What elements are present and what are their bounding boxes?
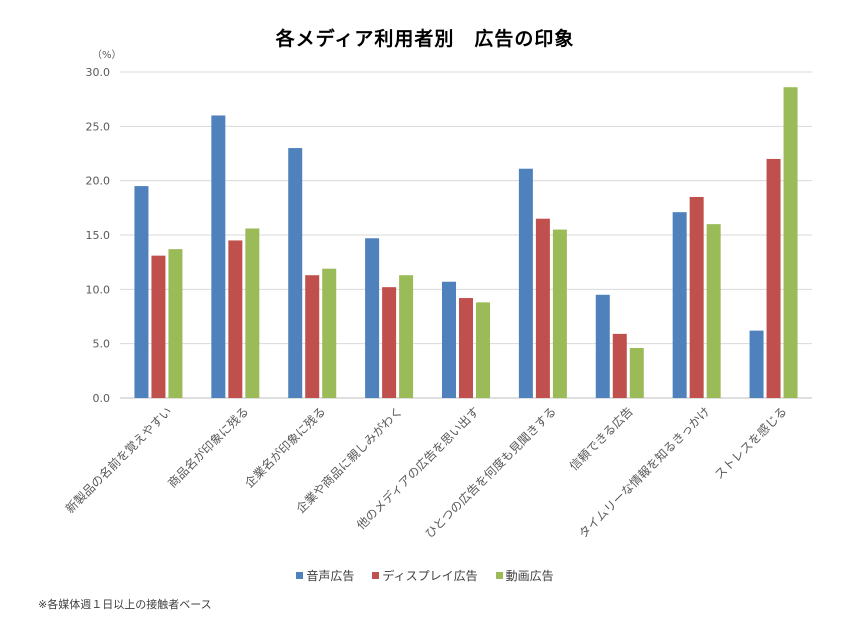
legend-swatch-audio (296, 572, 304, 579)
x-tick-label: 信頼できる広告 (567, 404, 636, 473)
x-axis-ticks: 新製品の名前を覚えやすい商品名が印象に残る企業名が印象に残る企業や商品に親しみが… (62, 404, 790, 541)
y-tick-label: 25.0 (86, 120, 111, 133)
y-axis-unit-label: （%） (92, 49, 122, 61)
bar (305, 275, 320, 398)
legend-item-display: ディスプレイ広告 (372, 567, 478, 584)
bar (288, 148, 303, 398)
x-tick-label: ひとつの広告を何度も見聞きする (422, 404, 559, 541)
legend-label-audio: 音声広告 (306, 569, 355, 583)
bar (518, 168, 533, 398)
chart-title: 各メディア利用者別 広告の印象 (275, 28, 575, 50)
bar (151, 255, 166, 398)
x-tick-label: 商品名が印象に残る (164, 404, 251, 491)
bar (134, 186, 149, 398)
legend: 音声広告 ディスプレイ広告 動画広告 (0, 567, 850, 584)
y-tick-label: 15.0 (86, 229, 111, 242)
bar (535, 218, 550, 398)
y-tick-label: 20.0 (86, 175, 111, 188)
y-axis-ticks: 0.0 5.0 10.0 15.0 20.0 25.0 30.0 (86, 66, 111, 405)
y-tick-label: 5.0 (93, 338, 111, 351)
footnote: ※各媒体週１日以上の接触者ベース (38, 598, 212, 611)
bar (749, 330, 764, 398)
bar (399, 275, 414, 398)
legend-item-audio: 音声広告 (296, 567, 354, 584)
bar (245, 228, 260, 398)
x-tick-label: タイムリーな情報を知るきっかけ (576, 404, 713, 541)
bar (629, 348, 644, 398)
x-tick-label: 新製品の名前を覚えやすい (62, 404, 174, 516)
bar (476, 302, 490, 398)
x-tick-label: 他のメディアの広告を思い出す (353, 404, 482, 533)
bar (459, 298, 473, 398)
y-tick-label: 0.0 (93, 392, 111, 405)
bar (211, 115, 226, 398)
y-tick-label: 30.0 (86, 66, 111, 79)
bar (766, 158, 781, 398)
legend-swatch-display (372, 572, 380, 579)
bar (706, 224, 721, 398)
bar (595, 294, 610, 398)
bar (552, 229, 567, 398)
bar (612, 333, 627, 398)
bar (783, 87, 798, 399)
bar (689, 196, 704, 398)
bar (442, 281, 456, 398)
legend-label-display: ディスプレイ広告 (382, 569, 478, 583)
bars (134, 87, 798, 399)
bar (672, 212, 687, 398)
bar (382, 287, 397, 398)
legend-label-video: 動画広告 (505, 569, 554, 583)
bar (168, 249, 183, 398)
bar (365, 238, 380, 398)
legend-swatch-video (495, 572, 503, 579)
y-tick-label: 10.0 (86, 283, 111, 296)
bar (228, 240, 243, 398)
bar (322, 268, 337, 398)
legend-item-video: 動画広告 (495, 567, 554, 584)
x-tick-label: ストレスを感じる (711, 404, 789, 482)
x-tick-label: 企業名が印象に残る (241, 404, 328, 491)
